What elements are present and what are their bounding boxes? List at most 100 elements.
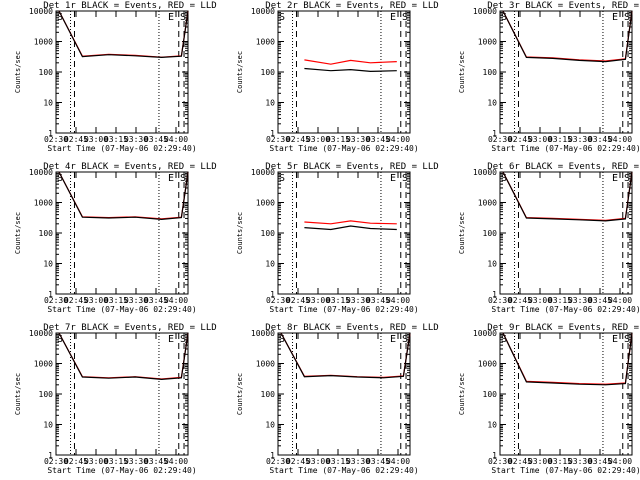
y-tick-label: 10 <box>487 99 497 108</box>
start-marker: S <box>279 334 285 345</box>
y-tick-label: 100 <box>39 68 54 77</box>
x-tick-label: 03:30 <box>124 135 148 144</box>
x-tick-label: 03:00 <box>306 296 330 305</box>
series-line-events <box>304 67 397 73</box>
series-line-events <box>502 10 633 63</box>
x-tick-label: 02:30 <box>44 135 68 144</box>
x-axis-label: Start Time (07-May-06 02:29:40) <box>491 305 640 314</box>
start-marker: S <box>57 334 63 345</box>
saa-marker: S <box>180 334 186 345</box>
chart-panel-1: Det 1r BLACK = Events, RED = LLD 1 10 100 10… <box>14 1 217 153</box>
plot-frame <box>499 171 633 295</box>
x-tick-label: 03:15 <box>548 457 572 466</box>
x-tick-label: 02:30 <box>488 135 512 144</box>
y-tick-label: 1 <box>48 290 53 299</box>
y-tick-label: 1 <box>270 451 275 460</box>
plot-frame <box>499 10 633 134</box>
x-tick-label: 02:30 <box>266 135 290 144</box>
y-tick-label: 1 <box>492 129 497 138</box>
x-tick-label: 03:45 <box>144 135 168 144</box>
y-tick-label: 100 <box>483 68 498 77</box>
chart-title: Det 4r BLACK = Events, RED = LLD <box>43 162 216 172</box>
x-tick-label: 03:45 <box>144 296 168 305</box>
x-axis-label: Start Time (07-May-06 02:29:40) <box>491 144 640 153</box>
x-tick-label: 02:45 <box>64 296 88 305</box>
plot-frame <box>277 10 411 134</box>
x-tick-label: 02:45 <box>64 135 88 144</box>
chart-title: Det 3r BLACK = Events, RED = LLD <box>487 1 640 11</box>
x-tick-label: 02:45 <box>508 135 532 144</box>
y-tick-label: 10000 <box>473 7 497 16</box>
y-tick-label: 10000 <box>251 168 275 177</box>
x-tick-label: 03:15 <box>326 457 350 466</box>
x-axis-label: Start Time (07-May-06 02:29:40) <box>491 466 640 475</box>
x-tick-label: 03:45 <box>366 296 390 305</box>
series-line-lld <box>304 59 397 65</box>
y-tick-label: 100 <box>483 229 498 238</box>
x-tick-label: 02:30 <box>266 457 290 466</box>
y-axis-label: Counts/sec <box>458 51 466 93</box>
chart-panel-6: Det 6r BLACK = Events, RED = LLD 1 10 100 10… <box>458 162 640 314</box>
series-line-events <box>58 10 189 59</box>
y-tick-label: 1 <box>270 129 275 138</box>
y-axis-label: Counts/sec <box>14 373 22 415</box>
y-tick-label: 100 <box>261 390 276 399</box>
saa-marker: S <box>402 334 408 345</box>
x-tick-label: 02:45 <box>508 457 532 466</box>
x-tick-label: 03:00 <box>528 135 552 144</box>
y-tick-label: 100 <box>39 229 54 238</box>
y-tick-label: 1000 <box>478 38 497 47</box>
y-tick-label: 1 <box>48 129 53 138</box>
y-tick-label: 10 <box>265 260 275 269</box>
x-axis-label: Start Time (07-May-06 02:29:40) <box>269 305 418 314</box>
x-tick-label: 03:00 <box>306 457 330 466</box>
y-tick-label: 10 <box>43 99 53 108</box>
x-tick-label: 03:00 <box>528 296 552 305</box>
x-tick-label: 03:30 <box>346 296 370 305</box>
x-tick-label: 03:00 <box>84 457 108 466</box>
x-tick-label: 03:45 <box>588 135 612 144</box>
y-axis-label: Counts/sec <box>236 51 244 93</box>
y-axis-label: Counts/sec <box>236 373 244 415</box>
plot-frame <box>55 332 189 456</box>
x-tick-label: 02:45 <box>286 296 310 305</box>
y-tick-label: 100 <box>261 229 276 238</box>
x-tick-label: 04:00 <box>386 135 410 144</box>
y-tick-label: 1 <box>492 290 497 299</box>
x-tick-label: 03:30 <box>568 457 592 466</box>
y-tick-label: 100 <box>483 390 498 399</box>
x-tick-label: 03:00 <box>528 457 552 466</box>
saa-marker: S <box>624 12 630 23</box>
x-tick-label: 02:30 <box>44 457 68 466</box>
start-marker: S <box>501 12 507 23</box>
end-marker: E <box>612 12 618 23</box>
x-tick-label: 03:30 <box>124 296 148 305</box>
y-tick-label: 10000 <box>29 7 53 16</box>
x-tick-label: 02:30 <box>488 457 512 466</box>
saa-marker: S <box>402 173 408 184</box>
x-axis-label: Start Time (07-May-06 02:29:40) <box>269 144 418 153</box>
x-tick-label: 03:15 <box>104 296 128 305</box>
x-tick-label: 04:00 <box>386 296 410 305</box>
x-tick-label: 02:45 <box>286 135 310 144</box>
x-tick-label: 03:00 <box>306 135 330 144</box>
x-tick-label: 02:30 <box>266 296 290 305</box>
series-line-events <box>304 225 397 231</box>
end-marker: E <box>612 334 618 345</box>
end-marker: E <box>168 334 174 345</box>
start-marker: S <box>501 173 507 184</box>
end-marker: E <box>168 173 174 184</box>
chart-title: Det 6r BLACK = Events, RED = LLD <box>487 162 640 172</box>
plot-frame <box>277 171 411 295</box>
y-tick-label: 10000 <box>29 168 53 177</box>
y-tick-label: 1 <box>270 290 275 299</box>
end-marker: E <box>612 173 618 184</box>
series-line-events <box>502 171 633 222</box>
x-tick-label: 03:45 <box>366 457 390 466</box>
y-tick-label: 1000 <box>34 360 53 369</box>
x-tick-label: 03:30 <box>568 296 592 305</box>
end-marker: E <box>390 12 396 23</box>
y-tick-label: 1000 <box>256 360 275 369</box>
y-tick-label: 10 <box>265 99 275 108</box>
